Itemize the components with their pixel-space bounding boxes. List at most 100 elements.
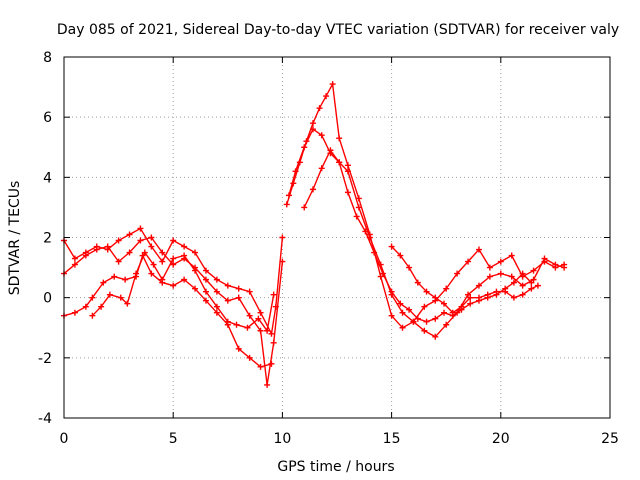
data-point bbox=[89, 294, 96, 301]
data-point bbox=[414, 279, 421, 286]
data-point bbox=[181, 252, 188, 259]
data-point bbox=[552, 261, 559, 268]
data-point bbox=[421, 327, 428, 334]
data-point bbox=[115, 237, 122, 244]
data-point bbox=[465, 291, 472, 298]
data-point bbox=[528, 285, 535, 292]
data-point bbox=[510, 294, 517, 301]
data-point bbox=[329, 81, 336, 88]
y-tick-label: 4 bbox=[43, 170, 52, 186]
data-point bbox=[159, 258, 166, 265]
data-point bbox=[170, 261, 177, 268]
x-tick-label: 5 bbox=[169, 431, 178, 447]
data-point bbox=[246, 312, 253, 319]
data-point bbox=[213, 303, 220, 310]
data-point bbox=[137, 225, 144, 232]
data-point bbox=[377, 273, 384, 280]
data-point bbox=[181, 276, 188, 283]
data-point bbox=[309, 120, 316, 127]
series-trace-5 bbox=[283, 81, 568, 331]
data-point bbox=[71, 255, 78, 262]
data-point bbox=[124, 300, 131, 307]
data-point bbox=[192, 285, 199, 292]
data-point bbox=[285, 192, 292, 199]
data-point bbox=[406, 264, 413, 271]
data-point bbox=[484, 291, 491, 298]
x-tick-label: 0 bbox=[60, 431, 69, 447]
series-line bbox=[286, 81, 565, 329]
data-point bbox=[111, 273, 118, 280]
data-point bbox=[71, 261, 78, 268]
data-point bbox=[561, 264, 568, 271]
data-series bbox=[61, 81, 568, 388]
series-trace-7 bbox=[301, 147, 535, 325]
data-point bbox=[441, 300, 448, 307]
data-point bbox=[244, 324, 251, 331]
series-line bbox=[63, 236, 284, 386]
data-point bbox=[493, 288, 500, 295]
data-point bbox=[309, 126, 316, 133]
data-point bbox=[432, 294, 439, 301]
data-point bbox=[202, 297, 209, 304]
data-point bbox=[292, 168, 299, 175]
data-point bbox=[318, 132, 325, 139]
y-axis-label: SDTVAR / TECUs bbox=[7, 181, 23, 296]
data-point bbox=[353, 213, 360, 220]
data-point bbox=[388, 312, 395, 319]
series-trace-6 bbox=[285, 126, 568, 340]
data-point bbox=[486, 273, 493, 280]
data-point bbox=[397, 252, 404, 259]
data-point bbox=[255, 315, 262, 322]
data-point bbox=[467, 300, 474, 307]
data-point bbox=[264, 381, 271, 388]
data-point bbox=[355, 204, 362, 211]
x-tick-label: 20 bbox=[492, 431, 510, 447]
data-point bbox=[233, 321, 240, 328]
data-point bbox=[344, 168, 351, 175]
data-point bbox=[508, 273, 515, 280]
data-point bbox=[432, 333, 439, 340]
data-point bbox=[327, 147, 334, 154]
data-point bbox=[268, 330, 275, 337]
data-point bbox=[336, 159, 343, 166]
data-point bbox=[117, 294, 124, 301]
data-point bbox=[502, 288, 509, 295]
data-point bbox=[268, 360, 275, 367]
data-point bbox=[170, 237, 177, 244]
series-trace-8 bbox=[388, 243, 541, 316]
data-point bbox=[159, 249, 166, 256]
data-point bbox=[309, 186, 316, 193]
data-point bbox=[530, 276, 537, 283]
data-point bbox=[519, 291, 526, 298]
data-point bbox=[414, 315, 421, 322]
data-point bbox=[235, 294, 242, 301]
data-point bbox=[362, 228, 369, 235]
data-point bbox=[344, 162, 351, 169]
x-tick-label: 25 bbox=[601, 431, 619, 447]
data-point bbox=[318, 165, 325, 172]
series-line bbox=[63, 253, 272, 368]
data-point bbox=[388, 288, 395, 295]
data-point bbox=[510, 279, 517, 286]
y-tick-label: 8 bbox=[43, 50, 52, 66]
data-point bbox=[133, 270, 140, 277]
data-point bbox=[100, 279, 107, 286]
data-point bbox=[323, 93, 330, 100]
x-tick-label: 10 bbox=[273, 431, 291, 447]
data-point bbox=[224, 318, 231, 325]
data-point bbox=[71, 309, 78, 316]
data-point bbox=[508, 252, 515, 259]
y-tick-label: -2 bbox=[38, 351, 52, 367]
data-point bbox=[467, 294, 474, 301]
data-point bbox=[388, 243, 395, 250]
data-point bbox=[528, 279, 535, 286]
data-point bbox=[399, 309, 406, 316]
data-point bbox=[257, 309, 264, 316]
y-tick-label: 6 bbox=[43, 110, 52, 126]
data-point bbox=[170, 255, 177, 262]
data-point bbox=[98, 303, 105, 310]
data-point bbox=[257, 363, 264, 370]
data-point bbox=[192, 249, 199, 256]
data-point bbox=[202, 276, 209, 283]
data-point bbox=[475, 282, 482, 289]
